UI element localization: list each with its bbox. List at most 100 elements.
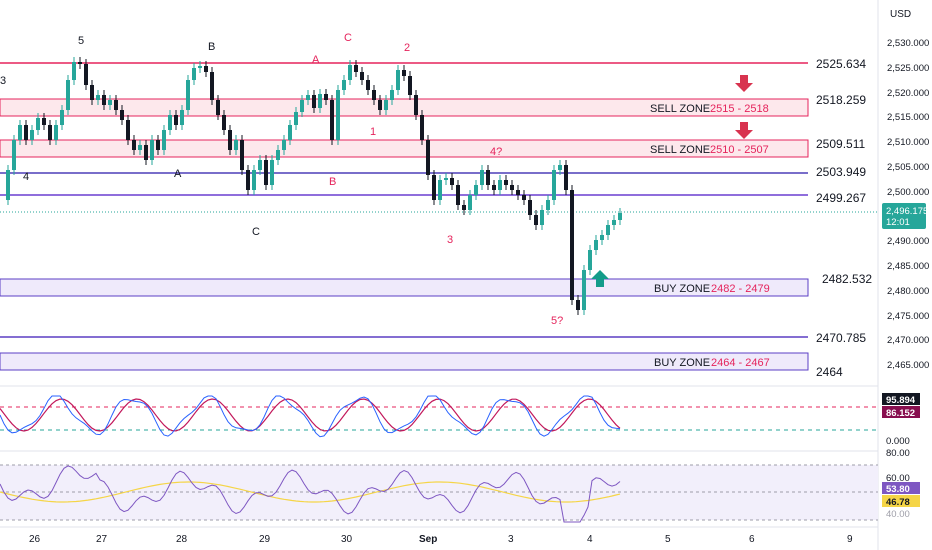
candle-body — [270, 160, 274, 185]
wave-label: 4 — [23, 171, 29, 183]
candle-body — [564, 165, 568, 190]
price-tick-label: 2,465.000 — [887, 360, 929, 371]
candle-body — [306, 95, 310, 100]
rsi-line — [0, 465, 621, 523]
candle-body — [204, 66, 208, 72]
price-tick-label: 2,480.000 — [887, 286, 929, 297]
zone-range: 2482 - 2479 — [711, 283, 770, 295]
candle-body — [108, 100, 112, 105]
time-label: 5 — [665, 534, 671, 545]
stoch-k-badge — [882, 393, 920, 405]
candle-body — [150, 140, 154, 160]
candle-body — [468, 195, 472, 210]
candle-body — [462, 205, 466, 210]
stoch-zero-label: 0.000 — [886, 436, 910, 447]
wave-label: A — [312, 54, 320, 66]
wave-label: B — [208, 41, 215, 53]
candle-body — [378, 100, 382, 110]
price-tick-label: 2,475.000 — [887, 311, 929, 322]
level-label: 2525.634 — [816, 57, 866, 71]
candle-body — [264, 160, 268, 185]
level-label: 2464 — [816, 365, 843, 379]
stoch-d-line — [0, 398, 621, 432]
candle-body — [522, 195, 526, 200]
candle-body — [360, 72, 364, 80]
sell-zone-box-2[interactable] — [0, 139, 809, 158]
candle-body — [408, 76, 412, 95]
candle-body — [486, 170, 490, 185]
bar-countdown: 12:01 — [886, 217, 910, 228]
candle-body — [492, 185, 496, 190]
price-tick-label: 2,525.000 — [887, 63, 929, 74]
candle-body — [228, 130, 232, 150]
candle-body — [558, 165, 562, 170]
level-label: 2509.511 — [816, 137, 865, 151]
candle-body — [234, 140, 238, 150]
rsi-value: 53.80 — [886, 484, 910, 495]
buy-zone-box-2[interactable] — [0, 352, 809, 371]
level-label: 2503.949 — [816, 165, 866, 179]
candle-body — [510, 185, 514, 190]
zone-range: 2515 - 2518 — [710, 103, 769, 115]
candle-body — [396, 70, 400, 90]
zone-range: 2464 - 2467 — [711, 357, 770, 369]
time-label: 6 — [749, 534, 755, 545]
candle-body — [420, 115, 424, 140]
candle-body — [42, 118, 46, 125]
time-label: 27 — [96, 534, 108, 545]
candle-body — [456, 185, 460, 205]
time-label: 4 — [587, 534, 593, 545]
candle-body — [444, 178, 448, 180]
candle-body — [540, 210, 544, 225]
candle-body — [240, 140, 244, 170]
price-tick-label: 2,485.000 — [887, 261, 929, 272]
candle-body — [582, 270, 586, 310]
rsi-low-label: 40.00 — [886, 509, 910, 520]
candle-body — [30, 130, 34, 140]
candle-body — [174, 115, 178, 125]
candle-body — [36, 118, 40, 130]
wave-label: 5 — [78, 35, 84, 47]
wave-label: B — [329, 176, 336, 188]
candle-body — [480, 170, 484, 185]
candle-body — [252, 170, 256, 190]
candle-body — [216, 100, 220, 115]
candle-body — [390, 90, 394, 100]
price-tick-label: 2,510.000 — [887, 137, 929, 148]
candle-body — [288, 125, 292, 140]
buy-arrow-icon — [591, 270, 609, 287]
candle-body — [504, 180, 508, 185]
candle-body — [210, 72, 214, 100]
rsi-ma-value: 46.78 — [886, 497, 910, 508]
sell-zone-box-1[interactable] — [0, 98, 809, 117]
wave-label: A — [174, 168, 182, 180]
candle-body — [552, 170, 556, 200]
time-label: 28 — [176, 534, 188, 545]
price-axis[interactable]: 2,530.000 2,525.000 2,520.000 2,515.000 2,51… — [887, 38, 929, 371]
candle-body — [618, 213, 622, 220]
rsi-mid-label: 60.00 — [886, 473, 910, 484]
candlestick-series[interactable] — [6, 57, 622, 315]
price-tick-label: 2,505.000 — [887, 162, 929, 173]
time-label: 26 — [29, 534, 41, 545]
stoch-k-line — [0, 395, 621, 438]
candle-body — [588, 250, 592, 270]
wave-label: 2 — [404, 42, 410, 54]
currency-label[interactable]: USD — [890, 9, 911, 20]
candle-body — [102, 95, 106, 105]
level-label: 2470.785 — [816, 331, 866, 345]
candle-body — [312, 95, 316, 108]
wave-label: 3 — [447, 234, 453, 246]
price-tick-label: 2,530.000 — [887, 38, 929, 49]
rsi-top-label: 80.00 — [886, 448, 910, 459]
candle-body — [84, 64, 88, 85]
candle-body — [198, 66, 202, 68]
time-axis[interactable]: 26 27 28 29 30 Sep 3 4 5 6 9 — [29, 534, 853, 545]
candle-body — [72, 62, 76, 80]
buy-zone-box-1[interactable] — [0, 278, 809, 297]
candle-body — [180, 110, 184, 125]
candle-body — [594, 240, 598, 250]
zone-range: 2510 - 2507 — [710, 144, 769, 156]
